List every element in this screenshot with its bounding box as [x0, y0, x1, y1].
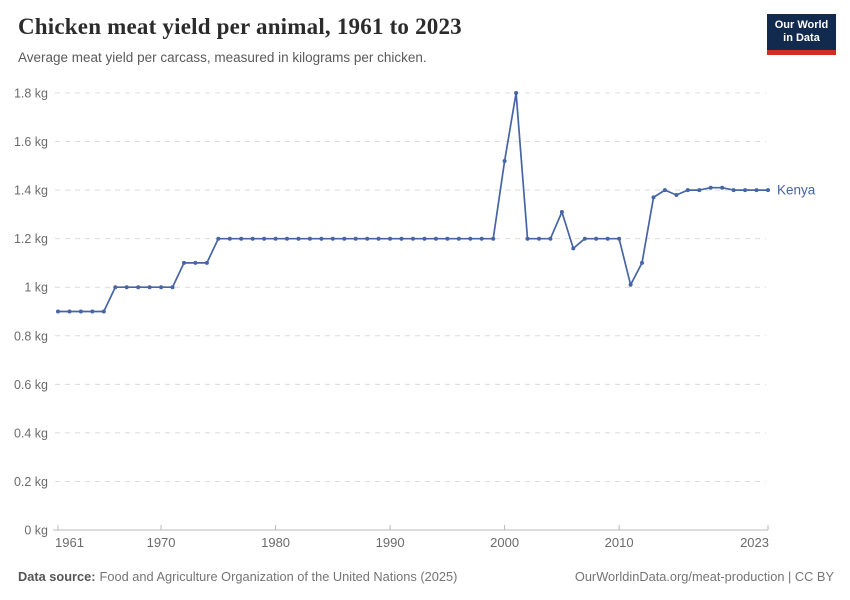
data-point[interactable] — [697, 188, 702, 193]
data-point[interactable] — [262, 236, 267, 241]
data-point[interactable] — [204, 260, 209, 265]
data-point[interactable] — [319, 236, 324, 241]
data-point[interactable] — [594, 236, 599, 241]
data-point[interactable] — [159, 285, 164, 290]
series-line-kenya[interactable] — [57, 92, 769, 313]
data-point[interactable] — [754, 188, 759, 193]
owid-logo-line1: Our World — [774, 19, 829, 31]
footer-link[interactable]: OurWorldinData.org/meat-production | CC … — [574, 569, 834, 584]
x-axis-tick-label: 1990 — [376, 535, 405, 550]
data-point[interactable] — [124, 285, 129, 290]
data-point[interactable] — [617, 236, 622, 241]
data-point[interactable] — [502, 159, 507, 163]
data-point[interactable] — [342, 236, 347, 241]
y-axis-tick-label: 0 kg — [24, 524, 48, 538]
data-point[interactable] — [731, 188, 736, 193]
data-point[interactable] — [216, 236, 221, 241]
data-point[interactable] — [651, 195, 656, 200]
line-chart[interactable]: 0 kg 0.2 kg 0.4 kg 0.6 kg 0.8 kg 1 kg 1.2 kg 1.… — [0, 0, 850, 560]
data-point[interactable] — [273, 236, 278, 241]
data-point[interactable] — [193, 260, 198, 265]
page-title: Chicken meat yield per animal, 1961 to 2… — [18, 14, 462, 39]
data-source-note: Data source: Food and Agriculture Organiz… — [18, 569, 457, 584]
y-axis-tick-label: 0.6 kg — [14, 378, 48, 392]
data-point[interactable] — [101, 309, 106, 314]
data-point[interactable] — [78, 309, 83, 314]
data-point[interactable] — [296, 236, 301, 241]
data-point[interactable] — [147, 285, 152, 290]
owid-logo-box: Our World in Data — [767, 14, 836, 50]
data-point[interactable] — [170, 285, 175, 290]
data-point[interactable] — [399, 236, 404, 241]
data-point[interactable] — [685, 188, 690, 193]
data-point[interactable] — [491, 236, 496, 241]
y-axis-tick-label: 1 kg — [24, 281, 48, 295]
y-axis-tick-label: 1.8 kg — [14, 87, 48, 101]
page-subtitle: Average meat yield per carcass, measured… — [18, 50, 427, 65]
data-point[interactable] — [628, 282, 633, 287]
data-point[interactable] — [376, 236, 381, 241]
data-point[interactable] — [285, 236, 289, 241]
owid-logo-line2: in Data — [783, 32, 820, 44]
y-axis-tick-label: 1.4 kg — [14, 184, 48, 198]
y-axis-tick-label: 1.2 kg — [14, 232, 48, 246]
data-point[interactable] — [250, 236, 255, 241]
data-point[interactable] — [456, 236, 461, 241]
data-point[interactable] — [674, 193, 679, 197]
data-point[interactable] — [422, 236, 427, 241]
y-axis-tick-label: 0.4 kg — [14, 426, 48, 440]
owid-logo-accent-bar — [767, 50, 836, 55]
data-point[interactable] — [388, 236, 393, 241]
data-point[interactable] — [548, 236, 553, 241]
x-axis-tick-label: 2023 — [740, 535, 769, 550]
data-point[interactable] — [605, 236, 610, 241]
y-axis-tick-label: 1.6 kg — [14, 135, 48, 149]
x-axis-tick-label: 1961 — [55, 535, 84, 550]
data-point[interactable] — [113, 285, 118, 290]
data-point[interactable] — [743, 188, 748, 193]
data-point[interactable] — [514, 91, 519, 95]
data-point[interactable] — [479, 236, 484, 241]
data-point[interactable] — [90, 309, 95, 314]
data-point[interactable] — [582, 236, 587, 241]
data-point[interactable] — [468, 236, 473, 241]
x-axis-tick-label: 2000 — [490, 535, 519, 550]
data-point[interactable] — [227, 236, 232, 241]
data-source-text: Food and Agriculture Organization of the… — [99, 569, 458, 584]
x-axis-tick-label: 2010 — [605, 535, 634, 550]
data-point[interactable] — [239, 236, 244, 241]
data-point[interactable] — [365, 236, 370, 241]
footer: Data source: Food and Agriculture Organiz… — [18, 569, 834, 584]
data-point[interactable] — [136, 285, 141, 290]
data-point[interactable] — [67, 309, 72, 314]
owid-logo[interactable]: Our World in Data — [767, 14, 836, 55]
data-point[interactable] — [330, 236, 335, 241]
x-axis-tick-label: 1980 — [261, 535, 290, 550]
data-point[interactable] — [537, 236, 541, 241]
series-label-kenya[interactable]: Kenya — [777, 183, 816, 198]
data-point[interactable] — [56, 309, 60, 314]
data-source-label: Data source: — [18, 569, 96, 584]
data-point[interactable] — [353, 236, 358, 241]
data-point[interactable] — [708, 185, 713, 190]
y-axis-tick-label: 0.2 kg — [14, 475, 48, 489]
y-axis-tick-label: 0.8 kg — [14, 329, 48, 343]
data-point[interactable] — [525, 236, 530, 241]
data-point[interactable] — [720, 185, 725, 190]
data-point[interactable] — [182, 260, 186, 265]
x-axis-tick-label: 1970 — [147, 535, 176, 550]
data-point[interactable] — [307, 236, 312, 241]
data-point[interactable] — [640, 260, 644, 265]
data-point[interactable] — [445, 236, 450, 241]
data-point[interactable] — [559, 210, 564, 214]
data-point[interactable] — [411, 236, 415, 241]
data-point[interactable] — [766, 188, 770, 193]
data-point[interactable] — [433, 236, 438, 241]
data-point[interactable] — [662, 188, 667, 193]
data-point[interactable] — [571, 246, 576, 251]
